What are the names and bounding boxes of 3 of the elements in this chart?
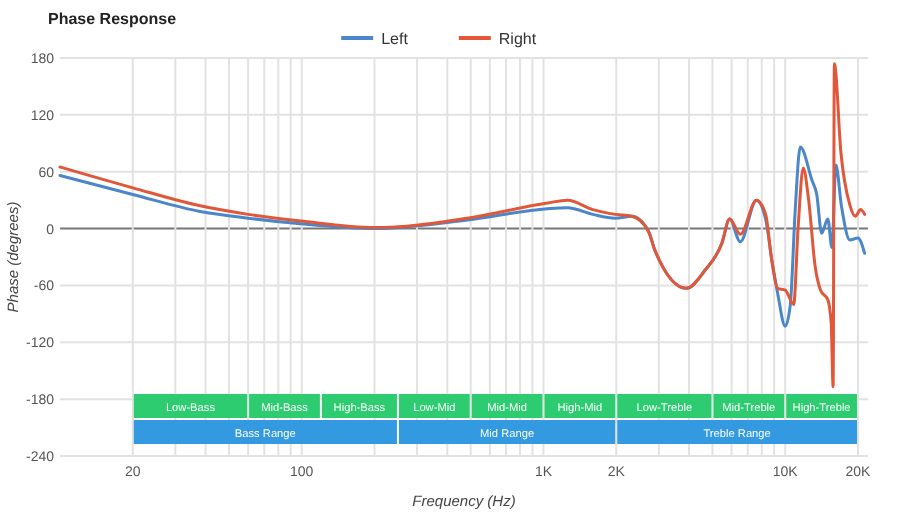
chart-title: Phase Response: [48, 10, 178, 28]
legend-label: Right: [498, 30, 538, 48]
legend-label: Left: [381, 30, 410, 48]
